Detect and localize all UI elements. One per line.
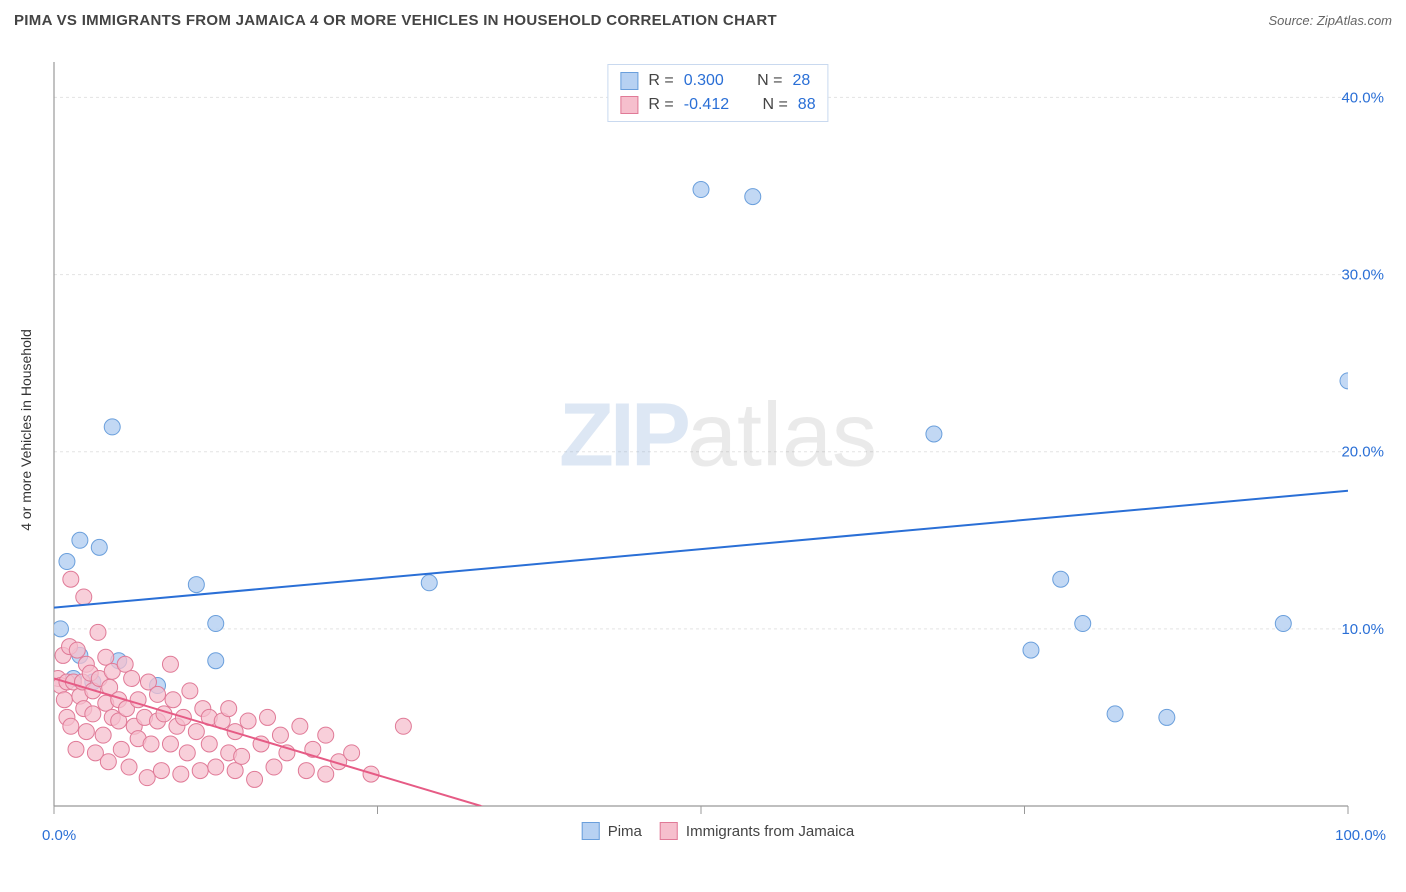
r-label: R =	[648, 69, 673, 93]
legend-swatch	[620, 72, 638, 90]
svg-text:40.0%: 40.0%	[1341, 89, 1384, 106]
correlation-row: R = 0.300 N = 28	[620, 69, 815, 93]
n-label: N =	[762, 93, 787, 117]
n-value: 88	[798, 93, 816, 117]
n-value: 28	[792, 69, 810, 93]
svg-text:10.0%: 10.0%	[1341, 621, 1384, 638]
title-bar: PIMA VS IMMIGRANTS FROM JAMAICA 4 OR MOR…	[14, 12, 1392, 29]
svg-text:20.0%: 20.0%	[1341, 444, 1384, 461]
bottom-legend: Pima Immigrants from Jamaica	[582, 822, 855, 840]
y-axis-label: 4 or more Vehicles in Household	[18, 329, 34, 531]
plot-area: 10.0%20.0%30.0%40.0% ZIPatlas R = 0.300 …	[48, 62, 1388, 842]
svg-text:30.0%: 30.0%	[1341, 267, 1384, 284]
chart-container: PIMA VS IMMIGRANTS FROM JAMAICA 4 OR MOR…	[0, 0, 1406, 892]
scatter-plot-svg: 10.0% 20.0% 30.0% 40.0%	[48, 62, 1388, 842]
r-value: -0.412	[684, 93, 729, 117]
legend-swatch	[582, 822, 600, 840]
x-max-label: 100.0%	[1335, 827, 1386, 844]
legend-label: Immigrants from Jamaica	[686, 823, 854, 840]
x-min-label: 0.0%	[42, 827, 76, 844]
legend-swatch	[660, 822, 678, 840]
r-label: R =	[648, 93, 673, 117]
correlation-box: R = 0.300 N = 28R = -0.412 N = 88	[607, 64, 828, 122]
legend-swatch	[620, 96, 638, 114]
r-value: 0.300	[684, 69, 724, 93]
source-credit: Source: ZipAtlas.com	[1268, 13, 1392, 28]
legend-label: Pima	[608, 823, 642, 840]
n-label: N =	[757, 69, 782, 93]
chart-title: PIMA VS IMMIGRANTS FROM JAMAICA 4 OR MOR…	[14, 12, 777, 29]
correlation-row: R = -0.412 N = 88	[620, 93, 815, 117]
legend-item: Immigrants from Jamaica	[660, 822, 854, 840]
legend-item: Pima	[582, 822, 642, 840]
